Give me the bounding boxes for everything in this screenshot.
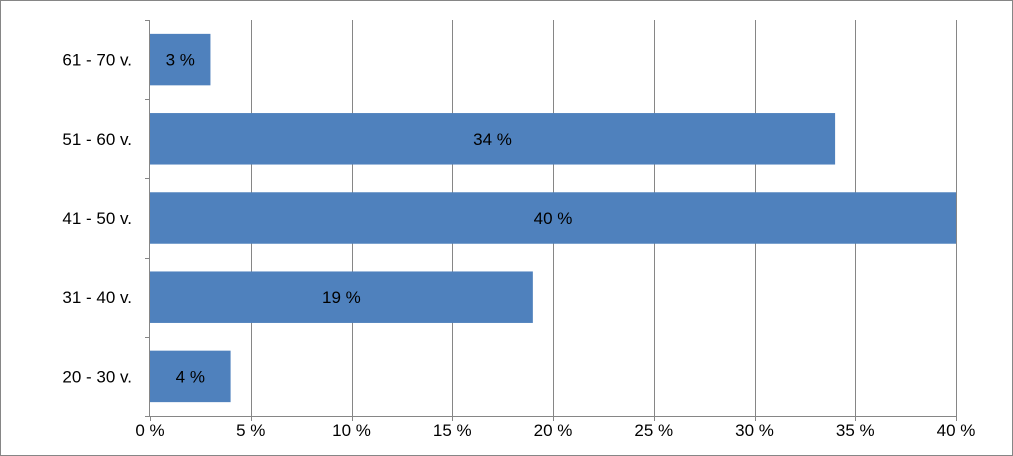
bar-31-40 (150, 271, 533, 323)
x-tick-label: 10 % (332, 421, 371, 440)
category-label: 51 - 60 v. (62, 130, 132, 149)
x-tick-label: 25 % (634, 421, 673, 440)
category-label: 31 - 40 v. (62, 288, 132, 307)
category-label: 20 - 30 v. (62, 367, 132, 386)
bar-41-50 (150, 192, 956, 244)
x-tick-label: 5 % (236, 421, 265, 440)
data-label: 4 % (176, 367, 205, 386)
x-tick-label: 0 % (135, 421, 164, 440)
x-tick-label: 35 % (836, 421, 875, 440)
bars (150, 33, 956, 403)
bar-51-60 (150, 113, 836, 165)
bar-61-70 (150, 33, 211, 86)
x-tick-label: 15 % (433, 421, 472, 440)
x-tick-label: 20 % (534, 421, 573, 440)
labels: 0 % 5 % 10 % 15 % 20 % 25 % 30 % 35 % 40 % 20 - 3… (62, 51, 975, 440)
x-tick-label: 40 % (937, 421, 976, 440)
data-label: 34 % (473, 130, 512, 149)
data-label: 3 % (166, 51, 195, 70)
data-label: 40 % (534, 209, 573, 228)
category-label: 61 - 70 v. (62, 51, 132, 70)
axes (145, 20, 957, 421)
category-label: 41 - 50 v. (62, 209, 132, 228)
data-label: 19 % (322, 288, 361, 307)
bar-20-30 (150, 350, 231, 403)
x-tick-label: 30 % (735, 421, 774, 440)
